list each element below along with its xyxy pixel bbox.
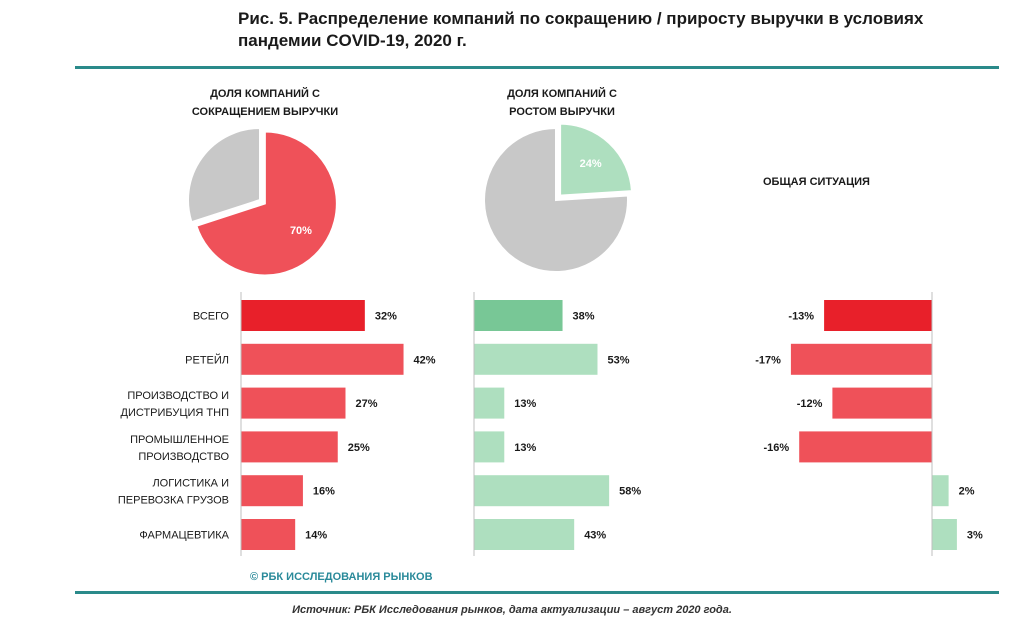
category-label-3-1: ПРОИЗВОДСТВО: [138, 451, 229, 463]
growth-bar-5: [474, 519, 575, 550]
decline-bar-2: [241, 387, 346, 419]
category-label-0-0: ВСЕГО: [193, 311, 230, 323]
decline-bar-label-4: 16%: [313, 486, 335, 498]
growth-bar-4: [474, 475, 610, 507]
pie-growth-slice-1: [483, 126, 629, 273]
pie-decline-slice-0: [195, 130, 338, 277]
growth-bar-label-0: 38%: [573, 311, 595, 323]
decline-bar-0: [241, 300, 365, 331]
category-label-2-1: ДИСТРИБУЦИЯ ТНП: [121, 407, 230, 419]
pie-decline-title: ДОЛЯ КОМПАНИЙ С СОКРАЩЕНИЕМ ВЫРУЧКИ: [191, 88, 339, 118]
overall-bar-label-1: -17%: [755, 354, 781, 366]
decline-bar-4: [241, 475, 303, 507]
decline-bar-label-2: 27%: [355, 398, 377, 410]
growth-bar-label-3: 13%: [514, 442, 536, 454]
copyright-label: © РБК ИССЛЕДОВАНИЯ РЫНКОВ: [250, 571, 433, 583]
overall-bar-4: [932, 475, 949, 507]
overall-bar-0: [824, 300, 932, 331]
overall-bar-label-4: 2%: [959, 486, 975, 498]
category-label-4-0: ЛОГИСТИКА И: [152, 478, 229, 490]
overall-bar-label-2: -12%: [797, 398, 823, 410]
growth-bar-2: [474, 387, 505, 419]
decline-bar-label-3: 25%: [348, 442, 370, 454]
growth-bar-1: [474, 343, 598, 375]
decline-bar-label-0: 32%: [375, 311, 397, 323]
category-label-1-0: РЕТЕЙЛ: [185, 353, 229, 366]
decline-bar-label-5: 14%: [305, 530, 327, 542]
category-label-2-0: ПРОИЗВОДСТВО И: [127, 390, 229, 402]
overall-bar-1: [790, 343, 932, 375]
overall-bar-2: [832, 387, 932, 419]
decline-bar-1: [241, 343, 404, 375]
overall-bar-3: [799, 431, 932, 463]
overall-bar-label-5: 3%: [967, 530, 983, 542]
pie-growth-title: ДОЛЯ КОМПАНИЙ С РОСТОМ ВЫРУЧКИ: [507, 88, 617, 118]
decline-bar-3: [241, 431, 338, 463]
category-label-4-1: ПЕРЕВОЗКА ГРУЗОВ: [118, 495, 229, 507]
pie-growth-slice-0: [559, 122, 634, 197]
figure-title: Рис. 5. Распределение компаний по сокращ…: [238, 9, 924, 50]
decline-bar-label-1: 42%: [414, 354, 436, 366]
top-divider: [75, 66, 999, 69]
growth-bar-label-2: 13%: [514, 398, 536, 410]
growth-bar-label-4: 58%: [619, 486, 641, 498]
growth-bar-label-5: 43%: [584, 530, 606, 542]
growth-bar-label-1: 53%: [607, 354, 629, 366]
pie-decline-slice-label-0: 70%: [290, 225, 312, 237]
category-label-3-0: ПРОМЫШЛЕННОЕ: [130, 434, 229, 446]
overall-bar-label-3: -16%: [764, 442, 790, 454]
decline-bar-5: [241, 519, 296, 550]
overall-bar-label-0: -13%: [788, 311, 814, 323]
bottom-divider: [75, 591, 999, 594]
growth-bar-0: [474, 300, 563, 331]
growth-bar-3: [474, 431, 505, 463]
pie-decline-slice-1: [187, 126, 261, 224]
category-label-5-0: ФАРМАЦЕВТИКА: [139, 530, 229, 542]
source-note: Источник: РБК Исследования рынков, дата …: [292, 604, 732, 616]
pie-growth-slice-label-0: 24%: [580, 158, 602, 170]
overall-situation-title: ОБЩАЯ СИТУАЦИЯ: [763, 176, 870, 188]
overall-bar-5: [932, 519, 957, 550]
